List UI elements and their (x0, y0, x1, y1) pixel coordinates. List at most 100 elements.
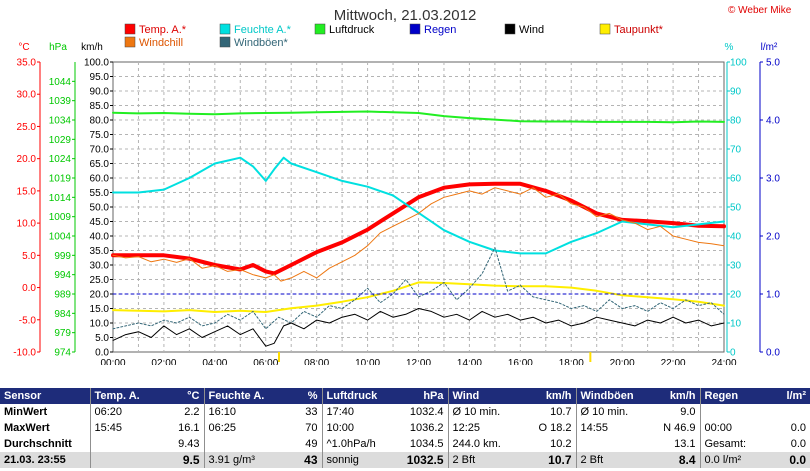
hum-tick-label: 100 (730, 58, 747, 69)
header-wind-unit: km/h (514, 388, 576, 404)
wind-tick-label: 55.0 (90, 188, 110, 199)
table-cell: 15:45 (89, 420, 150, 436)
temp-tick-label: 10.0 (17, 219, 37, 230)
series-line-windchill (112, 187, 725, 282)
header-humidity-unit: % (266, 388, 322, 404)
table-cell: 244.0 km. (447, 436, 514, 452)
wind-tick-label: 15.0 (90, 304, 110, 315)
legend-swatch (219, 36, 231, 48)
wind-tick-label: 65.0 (90, 159, 110, 170)
press-tick-label: 979 (54, 328, 71, 339)
hum-tick-label: 60 (730, 174, 742, 185)
temp-tick-label: 15.0 (17, 186, 37, 197)
table-row-max: MaxWert 15:45 16.1 06:25 70 10:00 1036.2… (0, 420, 810, 436)
x-tick-label: 14:00 (457, 358, 482, 365)
table-cell: 1034.5 (382, 436, 448, 452)
header-wind: Wind (447, 388, 514, 404)
table-cell: 0.0 (766, 436, 810, 452)
press-tick-label: 1019 (49, 174, 72, 185)
table-row-average: Durchschnitt 9.43 49 ^1.0hPa/h 1034.5 24… (0, 436, 810, 452)
rain-tick-label: 2.0 (766, 232, 780, 243)
table-cell (89, 452, 150, 468)
table-cell: 1032.4 (382, 404, 448, 420)
temp-tick-label: 30.0 (17, 90, 37, 101)
series-line-windb-en (112, 247, 725, 330)
copyright-text: © Weber Mike (728, 5, 792, 16)
x-tick-label: 10:00 (355, 358, 380, 365)
table-cell: 9.0 (642, 404, 700, 420)
table-cell: O 18.2 (514, 420, 576, 436)
table-cell: 06:25 (203, 420, 266, 436)
legend-swatch (409, 23, 421, 35)
temp-tick-label: 5.0 (22, 251, 36, 262)
press-tick-label: 999 (54, 251, 71, 262)
legend-label: Temp. A.* (139, 24, 187, 36)
table-cell (699, 404, 766, 420)
header-pressure-unit: hPa (382, 388, 448, 404)
table-cell: 10.7 (514, 452, 576, 468)
table-cell: 33 (266, 404, 322, 420)
table-cell: 00:00 (699, 420, 766, 436)
temp-axis-unit: °C (18, 42, 29, 53)
chart-legend: Temp. A.* Feuchte A.* Luftdruck Regen Wind Ta… (124, 23, 664, 49)
table-row-current: 21.03. 23:55 9.5 3.91 g/m³ 43 sonnig 103… (0, 452, 810, 468)
x-tick-label: 00:00 (100, 358, 125, 365)
hum-tick-label: 30 (730, 261, 742, 272)
hum-axis-unit: % (725, 42, 734, 53)
wind-tick-label: 5.0 (95, 333, 109, 344)
wind-tick-label: 100.0 (84, 58, 109, 69)
press-tick-label: 1029 (49, 135, 72, 146)
table-cell: sonnig (321, 452, 382, 468)
table-cell (203, 436, 266, 452)
table-cell: 0.0 l/m² (699, 452, 766, 468)
x-tick-label: 12:00 (406, 358, 431, 365)
rain-tick-label: 4.0 (766, 116, 780, 127)
chart-axes: °C 35.0 30.0 25.0 20.0 15.0 10.0 5.0 0.0 -5.0 -10.… (13, 42, 780, 365)
table-row-min: MinWert 06:20 2.2 16:10 33 17:40 1032.4 … (0, 404, 810, 420)
wind-tick-label: 25.0 (90, 275, 110, 286)
table-cell: 2.2 (150, 404, 204, 420)
table-cell: 43 (266, 452, 322, 468)
rain-tick-label: 1.0 (766, 290, 780, 301)
temp-tick-label: 0.0 (22, 283, 36, 294)
hum-tick-label: 80 (730, 116, 742, 127)
wind-tick-label: 45.0 (90, 217, 110, 228)
wind-tick-label: 20.0 (90, 290, 110, 301)
temp-tick-label: 25.0 (17, 122, 37, 133)
table-cell: 0.0 (766, 420, 810, 436)
legend-swatch (219, 23, 231, 35)
table-cell (575, 436, 642, 452)
chart-series (111, 110, 726, 347)
x-tick-label: 20:00 (610, 358, 635, 365)
table-cell: 9.43 (150, 436, 204, 452)
press-tick-label: 994 (54, 270, 71, 281)
table-cell: 9.5 (150, 452, 204, 468)
header-temp-unit: °C (150, 388, 204, 404)
hum-tick-label: 50 (730, 203, 742, 214)
x-tick-label: 18:00 (559, 358, 584, 365)
table-cell: 49 (266, 436, 322, 452)
rain-tick-label: 3.0 (766, 174, 780, 185)
x-tick-label: 16:00 (508, 358, 533, 365)
rain-tick-label: 5.0 (766, 58, 780, 69)
press-tick-label: 1024 (49, 154, 72, 165)
press-tick-label: 984 (54, 309, 71, 320)
rain-axis-unit: l/m² (761, 42, 778, 53)
table-cell: 06:20 (89, 404, 150, 420)
table-cell (766, 404, 810, 420)
x-tick-label: 06:00 (253, 358, 278, 365)
statistics-table: Sensor Temp. A. °C Feuchte A. % Luftdruc… (0, 388, 810, 468)
press-tick-label: 974 (54, 348, 71, 359)
table-cell: 14:55 (575, 420, 642, 436)
header-sensor: Sensor (0, 388, 90, 404)
table-cell: 1032.5 (382, 452, 448, 468)
weather-chart: Mittwoch, 21.03.2012 © Weber Mike Temp. … (13, 5, 792, 365)
hum-tick-label: 70 (730, 145, 742, 156)
hum-tick-label: 40 (730, 232, 742, 243)
press-tick-label: 1039 (49, 96, 72, 107)
wind-tick-label: 60.0 (90, 174, 110, 185)
wind-tick-label: 80.0 (90, 116, 110, 127)
legend-label: Windchill (139, 37, 183, 49)
x-tick-label: 24:00 (711, 358, 736, 365)
hum-tick-label: 0 (730, 348, 736, 359)
